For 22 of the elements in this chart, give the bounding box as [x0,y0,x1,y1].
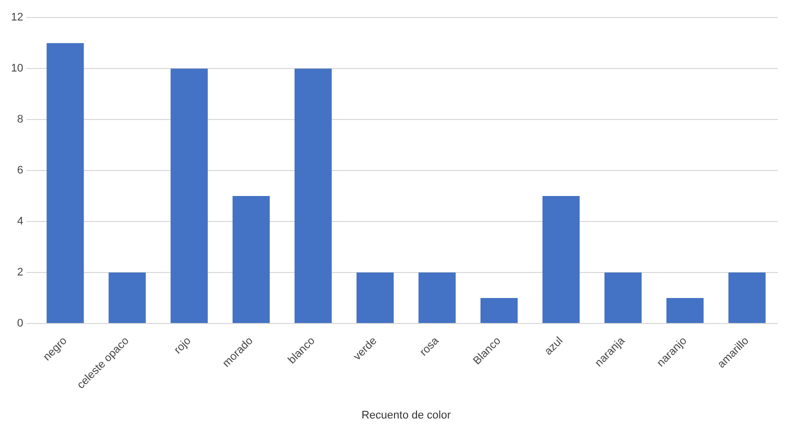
bar [108,272,146,323]
y-tick-label: 6 [17,164,24,177]
y-tick-label: 10 [10,62,24,75]
x-tick-label: rosa [418,334,442,359]
y-tick-label: 4 [17,216,24,228]
y-tick-label: 2 [17,266,24,279]
y-tick-label: 0 [17,318,24,330]
bar [356,272,394,323]
bar [232,196,270,323]
bar [46,43,84,323]
y-tick-label: 12 [10,12,24,24]
bar [418,272,456,323]
x-tick-label: rojo [172,334,194,356]
bar [480,298,518,323]
bar [728,272,766,323]
bar [170,68,208,323]
bar [604,272,642,323]
x-axis-title: Recuento de color [361,409,452,422]
bar [294,68,332,323]
y-tick-label: 8 [17,114,24,126]
bar [542,196,580,323]
bar [666,298,704,323]
